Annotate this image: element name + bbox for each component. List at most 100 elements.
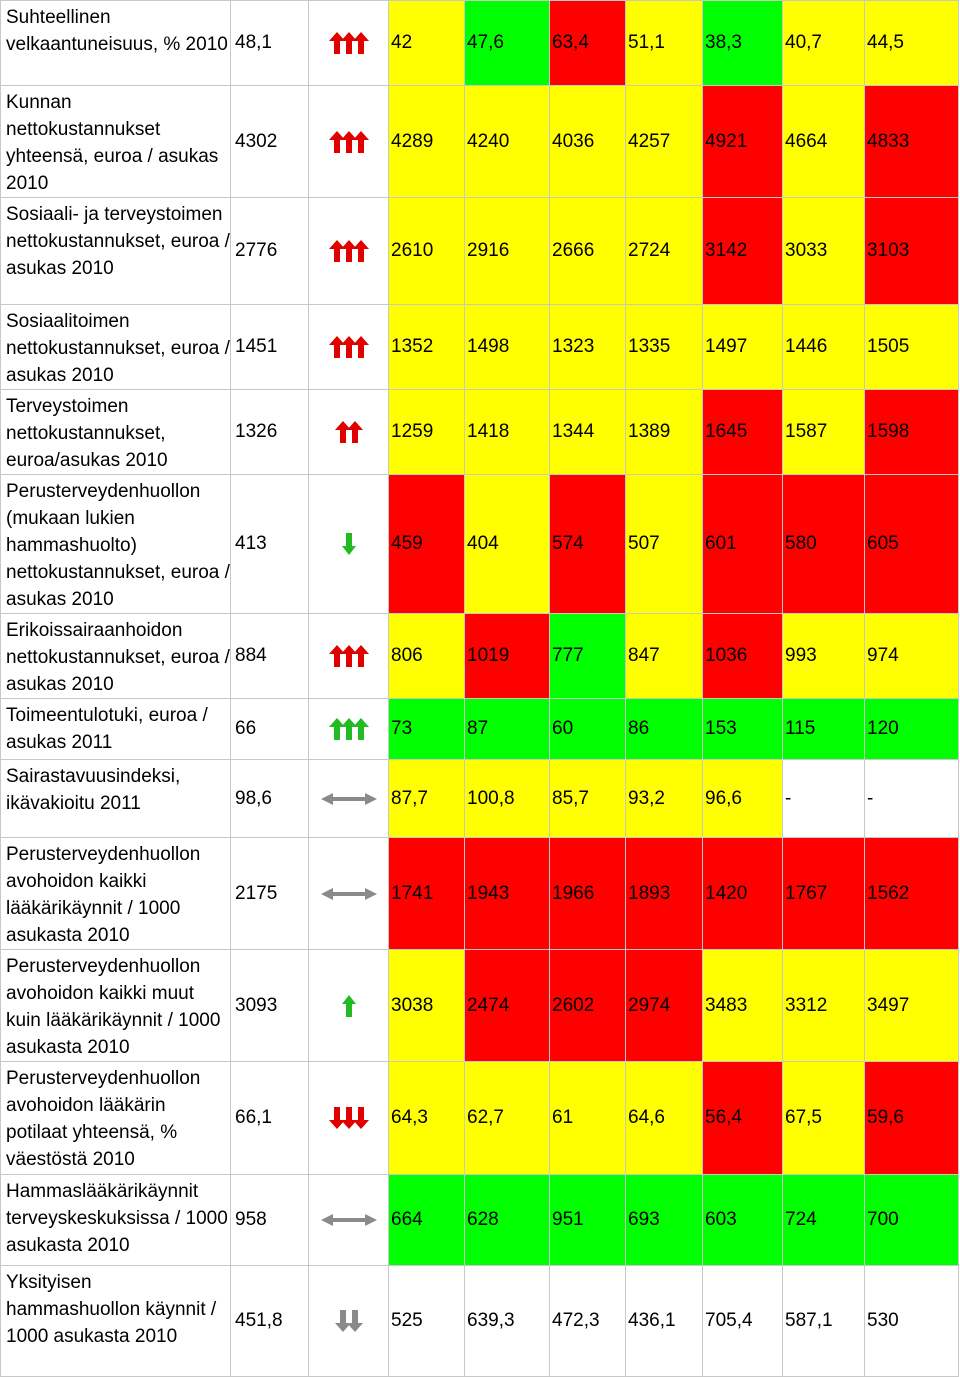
value-cell: 639,3 (464, 1265, 550, 1377)
reference-value: 413 (230, 474, 309, 614)
value-cell: 73 (388, 698, 465, 760)
table-row: Perusterveydenhuollon avohoidon kaikki m… (0, 949, 959, 1062)
value-cell: 700 (864, 1174, 959, 1266)
value-cell: - (782, 759, 865, 838)
value-cell: 4921 (702, 85, 783, 198)
reference-value: 958 (230, 1174, 309, 1266)
value-cell: 87 (464, 698, 550, 760)
value-cell: - (864, 759, 959, 838)
value-cell: 47,6 (464, 0, 550, 86)
reference-value: 1451 (230, 304, 309, 390)
reference-value: 2175 (230, 837, 309, 950)
left-right-arrow-icon (308, 759, 389, 838)
value-cell: 59,6 (864, 1061, 959, 1175)
reference-value: 3093 (230, 949, 309, 1062)
reference-value: 66,1 (230, 1061, 309, 1175)
value-cell: 2724 (625, 197, 703, 305)
value-cell: 1893 (625, 837, 703, 950)
single-down-arrow-icon (308, 474, 389, 614)
value-cell: 1389 (625, 389, 703, 475)
triple-up-arrow-icon (308, 197, 389, 305)
value-cell: 1344 (549, 389, 626, 475)
value-cell: 3497 (864, 949, 959, 1062)
value-cell: 85,7 (549, 759, 626, 838)
value-cell: 1505 (864, 304, 959, 390)
value-cell: 605 (864, 474, 959, 614)
value-cell: 67,5 (782, 1061, 865, 1175)
row-label: Perusterveydenhuollon avohoidon lääkärin… (0, 1061, 231, 1175)
row-label: Perusterveydenhuollon avohoidon kaikki l… (0, 837, 231, 950)
reference-value: 48,1 (230, 0, 309, 86)
reference-value: 1326 (230, 389, 309, 475)
value-cell: 847 (625, 613, 703, 699)
row-label: Sosiaalitoimen nettokustannukset, euroa … (0, 304, 231, 390)
value-cell: 38,3 (702, 0, 783, 86)
value-cell: 3483 (702, 949, 783, 1062)
value-cell: 601 (702, 474, 783, 614)
table-row: Hammaslääkärikäynnit terveyskeskuksissa … (0, 1174, 959, 1266)
value-cell: 96,6 (702, 759, 783, 838)
value-cell: 1335 (625, 304, 703, 390)
row-label: Terveystoimen nettokustannukset, euroa/a… (0, 389, 231, 475)
row-label: Kunnan nettokustannukset yhteensä, euroa… (0, 85, 231, 198)
value-cell: 603 (702, 1174, 783, 1266)
value-cell: 459 (388, 474, 465, 614)
value-cell: 64,6 (625, 1061, 703, 1175)
reference-value: 884 (230, 613, 309, 699)
value-cell: 120 (864, 698, 959, 760)
value-cell: 974 (864, 613, 959, 699)
value-cell: 580 (782, 474, 865, 614)
value-cell: 4289 (388, 85, 465, 198)
value-cell: 64,3 (388, 1061, 465, 1175)
value-cell: 951 (549, 1174, 626, 1266)
value-cell: 87,7 (388, 759, 465, 838)
value-cell: 2474 (464, 949, 550, 1062)
table-row: Suhteellinen velkaantuneisuus, % 2010 48,… (0, 0, 959, 86)
reference-value: 2776 (230, 197, 309, 305)
reference-value: 4302 (230, 85, 309, 198)
table-row: Sairastavuusindeksi, ikävakioitu 2011 98,… (0, 759, 959, 838)
row-label: Sairastavuusindeksi, ikävakioitu 2011 (0, 759, 231, 838)
value-cell: 86 (625, 698, 703, 760)
value-cell: 1420 (702, 837, 783, 950)
value-cell: 44,5 (864, 0, 959, 86)
row-label: Hammaslääkärikäynnit terveyskeskuksissa … (0, 1174, 231, 1266)
value-cell: 1966 (549, 837, 626, 950)
value-cell: 472,3 (549, 1265, 626, 1377)
row-label: Perusterveydenhuollon avohoidon kaikki m… (0, 949, 231, 1062)
value-cell: 507 (625, 474, 703, 614)
double-up-arrow-icon (308, 389, 389, 475)
triple-up-arrow-icon (308, 304, 389, 390)
row-label: Erikoissairaanhoidon nettokustannukset, … (0, 613, 231, 699)
triple-up-arrow-icon (308, 85, 389, 198)
value-cell: 115 (782, 698, 865, 760)
row-label: Suhteellinen velkaantuneisuus, % 2010 (0, 0, 231, 86)
value-cell: 693 (625, 1174, 703, 1266)
value-cell: 1587 (782, 389, 865, 475)
value-cell: 1259 (388, 389, 465, 475)
value-cell: 2610 (388, 197, 465, 305)
value-cell: 2974 (625, 949, 703, 1062)
value-cell: 664 (388, 1174, 465, 1266)
value-cell: 1562 (864, 837, 959, 950)
value-cell: 1323 (549, 304, 626, 390)
left-right-arrow-icon (308, 837, 389, 950)
value-cell: 777 (549, 613, 626, 699)
value-cell: 3142 (702, 197, 783, 305)
value-cell: 2602 (549, 949, 626, 1062)
table-row: Sosiaalitoimen nettokustannukset, euroa … (0, 304, 959, 390)
table-row: Perusterveydenhuollon avohoidon lääkärin… (0, 1061, 959, 1175)
table-row: Kunnan nettokustannukset yhteensä, euroa… (0, 85, 959, 198)
value-cell: 724 (782, 1174, 865, 1266)
value-cell: 1352 (388, 304, 465, 390)
value-cell: 63,4 (549, 0, 626, 86)
double-down-arrow-icon (308, 1265, 389, 1377)
value-cell: 1418 (464, 389, 550, 475)
value-cell: 436,1 (625, 1265, 703, 1377)
value-cell: 628 (464, 1174, 550, 1266)
value-cell: 2916 (464, 197, 550, 305)
value-cell: 4664 (782, 85, 865, 198)
value-cell: 42 (388, 0, 465, 86)
table-row: Sosiaali- ja terveystoimen nettokustannu… (0, 197, 959, 305)
value-cell: 3312 (782, 949, 865, 1062)
